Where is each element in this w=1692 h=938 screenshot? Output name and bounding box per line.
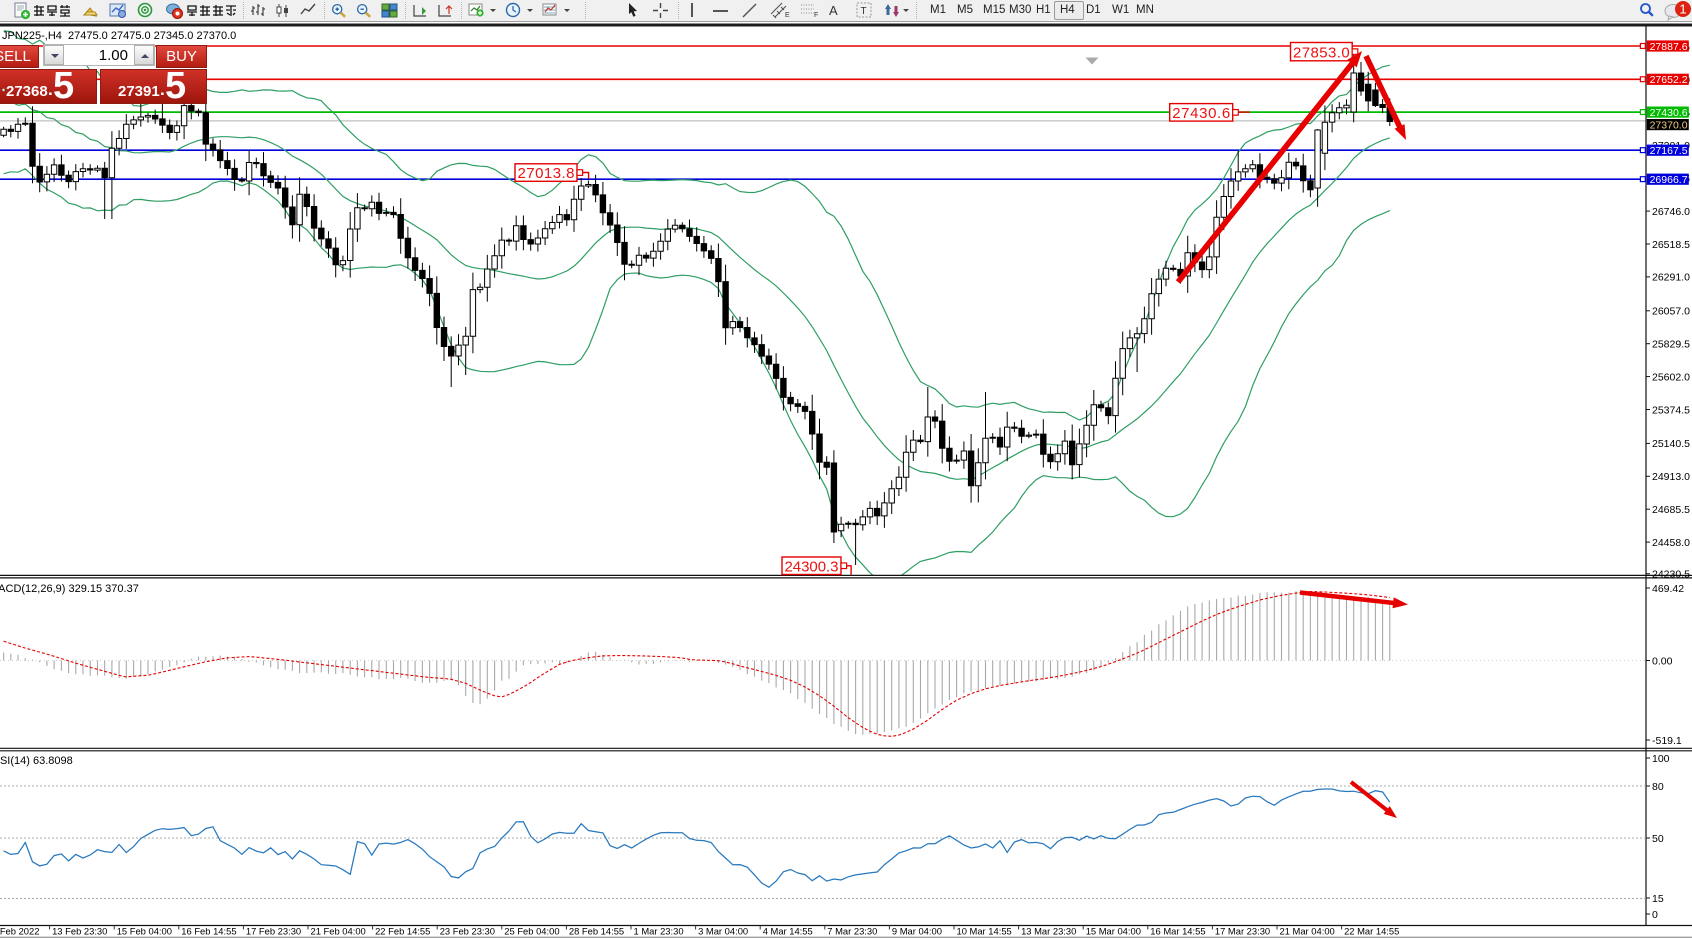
svg-text:13 Feb 23:30: 13 Feb 23:30 (52, 926, 107, 937)
svg-text:4 Mar 14:55: 4 Mar 14:55 (763, 926, 813, 937)
svg-text:27430.6: 27430.6 (1172, 105, 1230, 122)
svg-text:25602.0: 25602.0 (1652, 371, 1690, 383)
svg-text:T: T (861, 6, 867, 17)
svg-text:24458.0: 24458.0 (1652, 537, 1690, 549)
svg-text:JPN225-,H4 27475.0 27475.0 27: JPN225-,H4 27475.0 27475.0 27345.0 27370… (2, 30, 236, 42)
svg-text:27652.2: 27652.2 (1650, 74, 1688, 86)
svg-text:27370.0: 27370.0 (1650, 119, 1688, 131)
svg-text:27853.0: 27853.0 (1293, 45, 1350, 62)
svg-text:27013.8: 27013.8 (518, 165, 575, 182)
svg-text:24913.0: 24913.0 (1652, 471, 1690, 483)
svg-text:16 Mar 14:55: 16 Mar 14:55 (1150, 926, 1205, 937)
svg-text:25 Feb 04:00: 25 Feb 04:00 (504, 926, 559, 937)
svg-text:-519.1: -519.1 (1652, 735, 1682, 747)
svg-text:469.42: 469.42 (1652, 583, 1684, 595)
svg-text:100: 100 (1652, 753, 1670, 765)
svg-text:21 Mar 04:00: 21 Mar 04:00 (1280, 926, 1335, 937)
svg-text:17 Mar 23:30: 17 Mar 23:30 (1215, 926, 1270, 937)
svg-text:80: 80 (1652, 781, 1664, 793)
svg-text:28 Feb 14:55: 28 Feb 14:55 (569, 926, 624, 937)
svg-text:25140.5: 25140.5 (1652, 438, 1690, 450)
svg-text:22 Feb 14:55: 22 Feb 14:55 (375, 926, 430, 937)
svg-text:24685.5: 24685.5 (1652, 504, 1690, 516)
svg-text:21 Feb 04:00: 21 Feb 04:00 (311, 926, 366, 937)
svg-text:0.00: 0.00 (1652, 655, 1673, 667)
svg-text:0: 0 (1652, 909, 1658, 921)
svg-text:MACD(12,26,9) 329.15 370.37: MACD(12,26,9) 329.15 370.37 (0, 583, 139, 595)
svg-text:17 Feb 23:30: 17 Feb 23:30 (246, 926, 301, 937)
svg-text:7 Mar 23:30: 7 Mar 23:30 (827, 926, 877, 937)
svg-text:25829.5: 25829.5 (1652, 339, 1690, 351)
svg-text:16 Feb 14:55: 16 Feb 14:55 (181, 926, 236, 937)
svg-text:26746.0: 26746.0 (1652, 206, 1690, 218)
svg-text:23 Feb 23:30: 23 Feb 23:30 (440, 926, 495, 937)
svg-text:26057.0: 26057.0 (1652, 306, 1690, 318)
svg-text:E: E (785, 12, 790, 19)
svg-text:25374.5: 25374.5 (1652, 404, 1690, 416)
svg-text:3 Mar 04:00: 3 Mar 04:00 (698, 926, 748, 937)
svg-text:26291.0: 26291.0 (1652, 272, 1690, 284)
svg-text:27430.6: 27430.6 (1650, 107, 1688, 119)
svg-text:50: 50 (1652, 833, 1664, 845)
svg-text:24300.3: 24300.3 (785, 558, 839, 575)
svg-text:22 Mar 14:55: 22 Mar 14:55 (1344, 926, 1399, 937)
svg-text:9 Mar 04:00: 9 Mar 04:00 (892, 926, 942, 937)
svg-text:1: 1 (1679, 2, 1686, 17)
svg-text:26518.5: 26518.5 (1652, 239, 1690, 251)
svg-text:11 Feb 2022: 11 Feb 2022 (0, 926, 39, 937)
svg-text:1 Mar 23:30: 1 Mar 23:30 (634, 926, 684, 937)
svg-text:15 Feb 04:00: 15 Feb 04:00 (117, 926, 172, 937)
svg-text:27167.5: 27167.5 (1650, 145, 1688, 157)
svg-text:RSI(14) 63.8098: RSI(14) 63.8098 (0, 755, 73, 767)
svg-text:26966.7: 26966.7 (1650, 174, 1688, 186)
svg-text:10 Mar 14:55: 10 Mar 14:55 (957, 926, 1012, 937)
svg-text:27887.6: 27887.6 (1650, 41, 1688, 53)
svg-text:15 Mar 04:00: 15 Mar 04:00 (1086, 926, 1141, 937)
svg-text:24230.5: 24230.5 (1652, 569, 1690, 581)
svg-text:13 Mar 23:30: 13 Mar 23:30 (1021, 926, 1076, 937)
svg-text:F: F (814, 12, 818, 19)
svg-text:15: 15 (1652, 893, 1664, 905)
